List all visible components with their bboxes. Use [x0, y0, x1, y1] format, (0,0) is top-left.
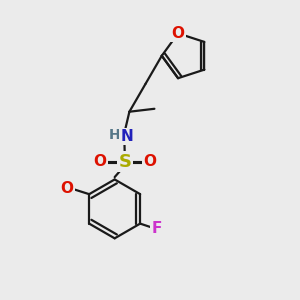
Text: O: O: [172, 26, 184, 41]
Text: N: N: [121, 129, 134, 144]
Text: H: H: [109, 128, 121, 142]
Text: O: O: [143, 154, 157, 169]
Text: O: O: [61, 181, 74, 196]
Text: F: F: [151, 220, 161, 236]
Text: S: S: [118, 153, 131, 171]
Text: O: O: [93, 154, 106, 169]
